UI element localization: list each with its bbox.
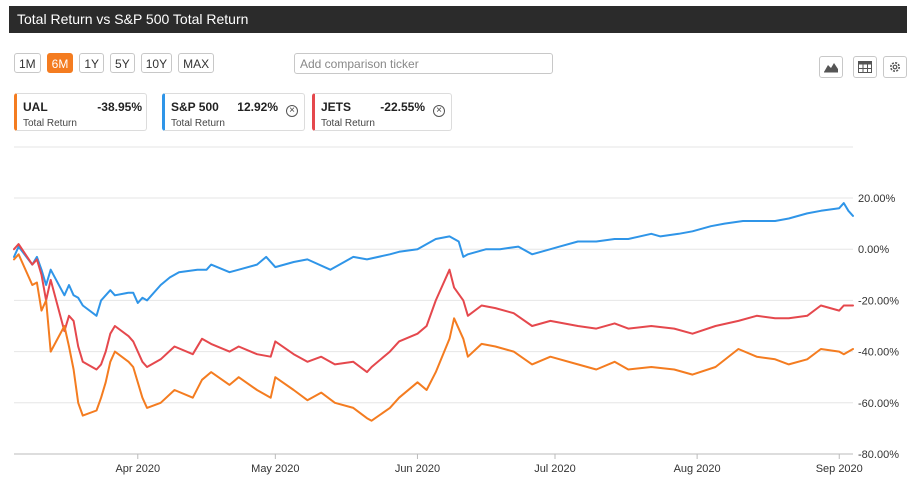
legend-label: Total Return (171, 118, 225, 129)
legend-card-sp500[interactable]: S&P 500 12.92% Total Return × (162, 93, 305, 131)
range-5y-button[interactable]: 5Y (110, 53, 135, 73)
chart-title-bar: Total Return vs S&P 500 Total Return (9, 6, 907, 33)
x-tick-label: Apr 2020 (115, 463, 160, 475)
remove-jets-icon[interactable]: × (433, 105, 445, 117)
table-icon (858, 61, 872, 73)
legend-ticker: UAL (23, 100, 48, 114)
legend-label: Total Return (23, 118, 77, 129)
x-tick-label: Jul 2020 (534, 463, 576, 475)
y-tick-label: -40.00% (858, 347, 899, 359)
range-1m-button[interactable]: 1M (14, 53, 41, 73)
settings-button[interactable] (883, 56, 907, 78)
range-selector: 1M 6M 1Y 5Y 10Y MAX (14, 53, 215, 73)
legend-ticker: S&P 500 (171, 100, 219, 114)
table-view-button[interactable] (853, 56, 877, 78)
legend-value: -38.95% (97, 100, 142, 114)
range-6m-button[interactable]: 6M (46, 53, 74, 73)
legend-card-jets[interactable]: JETS -22.55% Total Return × (312, 93, 452, 131)
legend-card-ual[interactable]: UAL -38.95% Total Return (14, 93, 147, 131)
legend-value: 12.92% (237, 100, 278, 114)
x-tick-label: Aug 2020 (674, 463, 721, 475)
series-line-sp500 (13, 202, 854, 317)
x-tick-label: Jun 2020 (395, 463, 440, 475)
area-chart-button[interactable] (819, 56, 843, 78)
y-tick-label: -80.00% (858, 449, 899, 461)
y-tick-label: -60.00% (858, 398, 899, 410)
gear-icon (890, 62, 900, 72)
series-line-ual (13, 253, 854, 422)
area-chart-icon (824, 63, 838, 73)
legend-label: Total Return (321, 118, 375, 129)
range-max-button[interactable]: MAX (178, 53, 215, 73)
remove-sp500-icon[interactable]: × (286, 105, 298, 117)
y-tick-label: -20.00% (858, 295, 899, 307)
chart-title: Total Return vs S&P 500 Total Return (17, 11, 249, 27)
series-line-jets (13, 243, 854, 374)
range-10y-button[interactable]: 10Y (140, 53, 173, 73)
comparison-ticker-input[interactable] (294, 53, 553, 74)
legend-ticker: JETS (321, 100, 352, 114)
y-tick-label: 0.00% (858, 244, 889, 256)
x-tick-label: Sep 2020 (816, 463, 863, 475)
y-tick-label: 20.00% (858, 193, 896, 205)
legend-value: -22.55% (380, 100, 425, 114)
range-1y-button[interactable]: 1Y (79, 53, 105, 73)
x-tick-label: May 2020 (251, 463, 299, 475)
